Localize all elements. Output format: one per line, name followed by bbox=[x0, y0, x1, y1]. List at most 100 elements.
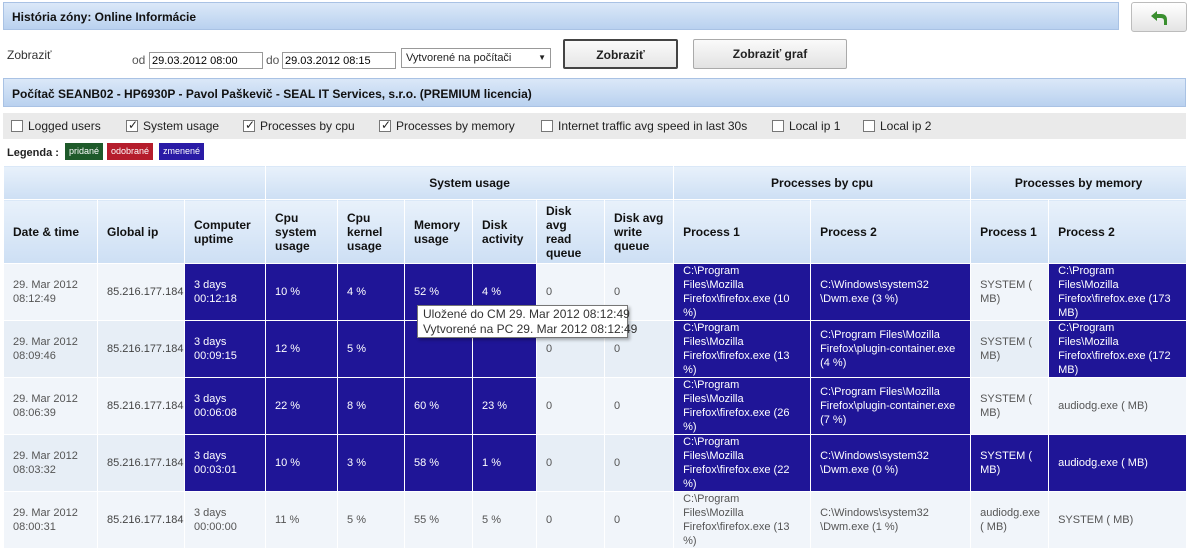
computer-title: Počítač SEANB02 - HP6930P - Pavol Paškev… bbox=[3, 78, 1186, 107]
cell-text: 00:06:08 bbox=[194, 407, 237, 419]
cell-text: 85.216.177.184 bbox=[107, 343, 184, 355]
column-header: Global ip bbox=[97, 199, 185, 264]
filter-label: Zobraziť bbox=[7, 48, 52, 62]
table-cell: SYSTEM ( MB) bbox=[970, 377, 1050, 435]
date-type-select-value: Vytvorené na počítači bbox=[406, 52, 512, 64]
table-cell: 0 bbox=[604, 377, 675, 435]
checkbox-box[interactable] bbox=[126, 118, 138, 132]
table-cell: C:\Program Files\Mozilla Firefox\firefox… bbox=[673, 320, 812, 378]
table-cell: 0 bbox=[536, 377, 606, 435]
checkbox-box[interactable] bbox=[541, 120, 553, 132]
to-date-input[interactable] bbox=[282, 52, 396, 69]
cell-text: 3 days bbox=[194, 279, 227, 291]
cell-text: 3 % bbox=[347, 457, 366, 469]
checkbox-box[interactable] bbox=[772, 120, 784, 132]
cell-text: 3 days bbox=[194, 507, 227, 519]
table-cell: C:\Program Files\Mozilla Firefox\plugin-… bbox=[810, 320, 972, 378]
table-cell: audiodg.exe ( MB) bbox=[1048, 434, 1188, 492]
table-cell: 29. Mar 2012 08:00:31 bbox=[3, 491, 98, 549]
cell-text: 0 bbox=[546, 514, 553, 526]
checkbox-4[interactable]: Internet traffic avg speed in last 30s bbox=[541, 119, 747, 133]
filter-bar: Zobraziť od do Vytvorené na počítači ▼ Z… bbox=[0, 39, 1189, 71]
cell-text: 85.216.177.184 bbox=[107, 286, 184, 298]
table-row[interactable]: 29. Mar 2012 08:00:31 85.216.177.184 3 days… bbox=[3, 491, 1188, 549]
table-cell: SYSTEM ( MB) bbox=[970, 263, 1050, 321]
cell-text: 00:12:18 bbox=[194, 293, 237, 305]
page-title: História zóny: Online Informácie bbox=[3, 2, 1119, 30]
cell-text: SYSTEM ( MB) bbox=[1058, 514, 1134, 526]
table-row[interactable]: 29. Mar 2012 08:03:32 85.216.177.184 3 days… bbox=[3, 434, 1188, 492]
table-cell: audiodg.exe ( MB) bbox=[970, 491, 1050, 549]
table-row[interactable]: 29. Mar 2012 08:12:49 85.216.177.184 3 days… bbox=[3, 263, 1188, 321]
cell-text: SYSTEM ( MB) bbox=[980, 279, 1033, 305]
cell-text: 08:06:39 bbox=[13, 407, 56, 419]
cell-text: 5 % bbox=[347, 343, 366, 355]
show-button[interactable]: Zobraziť bbox=[563, 39, 678, 69]
cell-text: 0 bbox=[546, 400, 553, 412]
table-cell: 10 % bbox=[265, 263, 339, 321]
cell-text: 85.216.177.184 bbox=[107, 400, 184, 412]
header-group-system: System usage bbox=[265, 165, 675, 200]
cell-text: 4 % bbox=[347, 286, 366, 298]
table-cell: 3 % bbox=[337, 434, 406, 492]
table-cell: audiodg.exe ( MB) bbox=[1048, 377, 1188, 435]
checkbox-box[interactable] bbox=[11, 120, 23, 132]
header-group-cpu: Processes by cpu bbox=[673, 165, 972, 200]
table-cell: 0 bbox=[604, 434, 675, 492]
checkbox-box[interactable] bbox=[243, 118, 255, 132]
table-cell: 4 % bbox=[337, 263, 406, 321]
table-cell: 29. Mar 2012 08:09:46 bbox=[3, 320, 98, 378]
cell-text: audiodg.exe ( MB) bbox=[1058, 400, 1148, 412]
table-cell: C:\Windows\system32 \Dwm.exe (3 %) bbox=[810, 263, 972, 321]
tooltip: Uložené do CM 29. Mar 2012 08:12:49 Vytv… bbox=[417, 305, 637, 338]
checkbox-label: Internet traffic avg speed in last 30s bbox=[558, 119, 748, 133]
table-row[interactable]: 29. Mar 2012 08:09:46 85.216.177.184 3 days… bbox=[3, 320, 1188, 378]
from-date-input[interactable] bbox=[149, 52, 263, 69]
checkbox-label: Processes by cpu bbox=[260, 119, 355, 133]
checkbox-1[interactable]: System usage bbox=[126, 118, 219, 133]
checkbox-6[interactable]: Local ip 2 bbox=[863, 119, 931, 133]
table-cell: 85.216.177.184 bbox=[97, 434, 185, 492]
cell-text: 29. Mar 2012 bbox=[13, 336, 78, 348]
cell-text: 10 % bbox=[275, 457, 301, 469]
checkbox-2[interactable]: Processes by cpu bbox=[243, 118, 355, 133]
checkbox-5[interactable]: Local ip 1 bbox=[772, 119, 840, 133]
table-cell: 29. Mar 2012 08:03:32 bbox=[3, 434, 98, 492]
cell-text: 58 % bbox=[414, 457, 440, 469]
cell-text: 85.216.177.184 bbox=[107, 457, 184, 469]
cell-text: C:\Program Files\Mozilla Firefox\firefox… bbox=[1058, 265, 1171, 319]
cell-text: 23 % bbox=[482, 400, 508, 412]
cell-text: 85.216.177.184 bbox=[107, 514, 184, 526]
cell-text: 08:00:31 bbox=[13, 521, 56, 533]
table-cell: 55 % bbox=[404, 491, 474, 549]
legend-tag: pridané bbox=[65, 143, 104, 160]
column-header: Disk avg read queue bbox=[536, 199, 606, 264]
back-button[interactable] bbox=[1131, 2, 1187, 32]
table-cell: 3 days 00:03:01 bbox=[183, 434, 267, 492]
show-chart-button[interactable]: Zobraziť graf bbox=[693, 39, 847, 69]
cell-text: C:\Program Files\Mozilla Firefox\firefox… bbox=[1058, 322, 1171, 376]
cell-text: 3 days bbox=[194, 450, 227, 462]
legend-tag: odobrané bbox=[107, 143, 154, 160]
checkbox-box[interactable] bbox=[863, 120, 875, 132]
cell-text: 3 days bbox=[194, 393, 227, 405]
cell-text: 0 bbox=[546, 343, 553, 355]
checkbox-3[interactable]: Processes by memory bbox=[379, 118, 515, 133]
from-label: od bbox=[132, 53, 146, 67]
table-row[interactable]: 29. Mar 2012 08:06:39 85.216.177.184 3 days… bbox=[3, 377, 1188, 435]
column-header: Disk activity bbox=[472, 199, 538, 264]
cell-text: C:\Program Files\Mozilla Firefox\plugin-… bbox=[820, 386, 956, 426]
cell-text: SYSTEM ( MB) bbox=[980, 393, 1033, 419]
cell-text: C:\Windows\system32 \Dwm.exe (3 %) bbox=[820, 279, 929, 305]
column-toggles: Logged users System usage Processes by cpu… bbox=[3, 113, 1186, 139]
cell-text: 60 % bbox=[414, 400, 440, 412]
cell-text: 5 % bbox=[482, 514, 501, 526]
checkbox-0[interactable]: Logged users bbox=[11, 119, 101, 133]
date-type-select[interactable]: Vytvorené na počítači ▼ bbox=[401, 48, 551, 68]
cell-text: 0 bbox=[614, 457, 621, 469]
table-cell: 0 bbox=[604, 491, 675, 549]
table-cell: 12 % bbox=[265, 320, 339, 378]
column-header: Cpu kernel usage bbox=[337, 199, 406, 264]
checkbox-box[interactable] bbox=[379, 118, 391, 132]
table-cell: C:\Windows\system32 \Dwm.exe (1 %) bbox=[810, 491, 972, 549]
